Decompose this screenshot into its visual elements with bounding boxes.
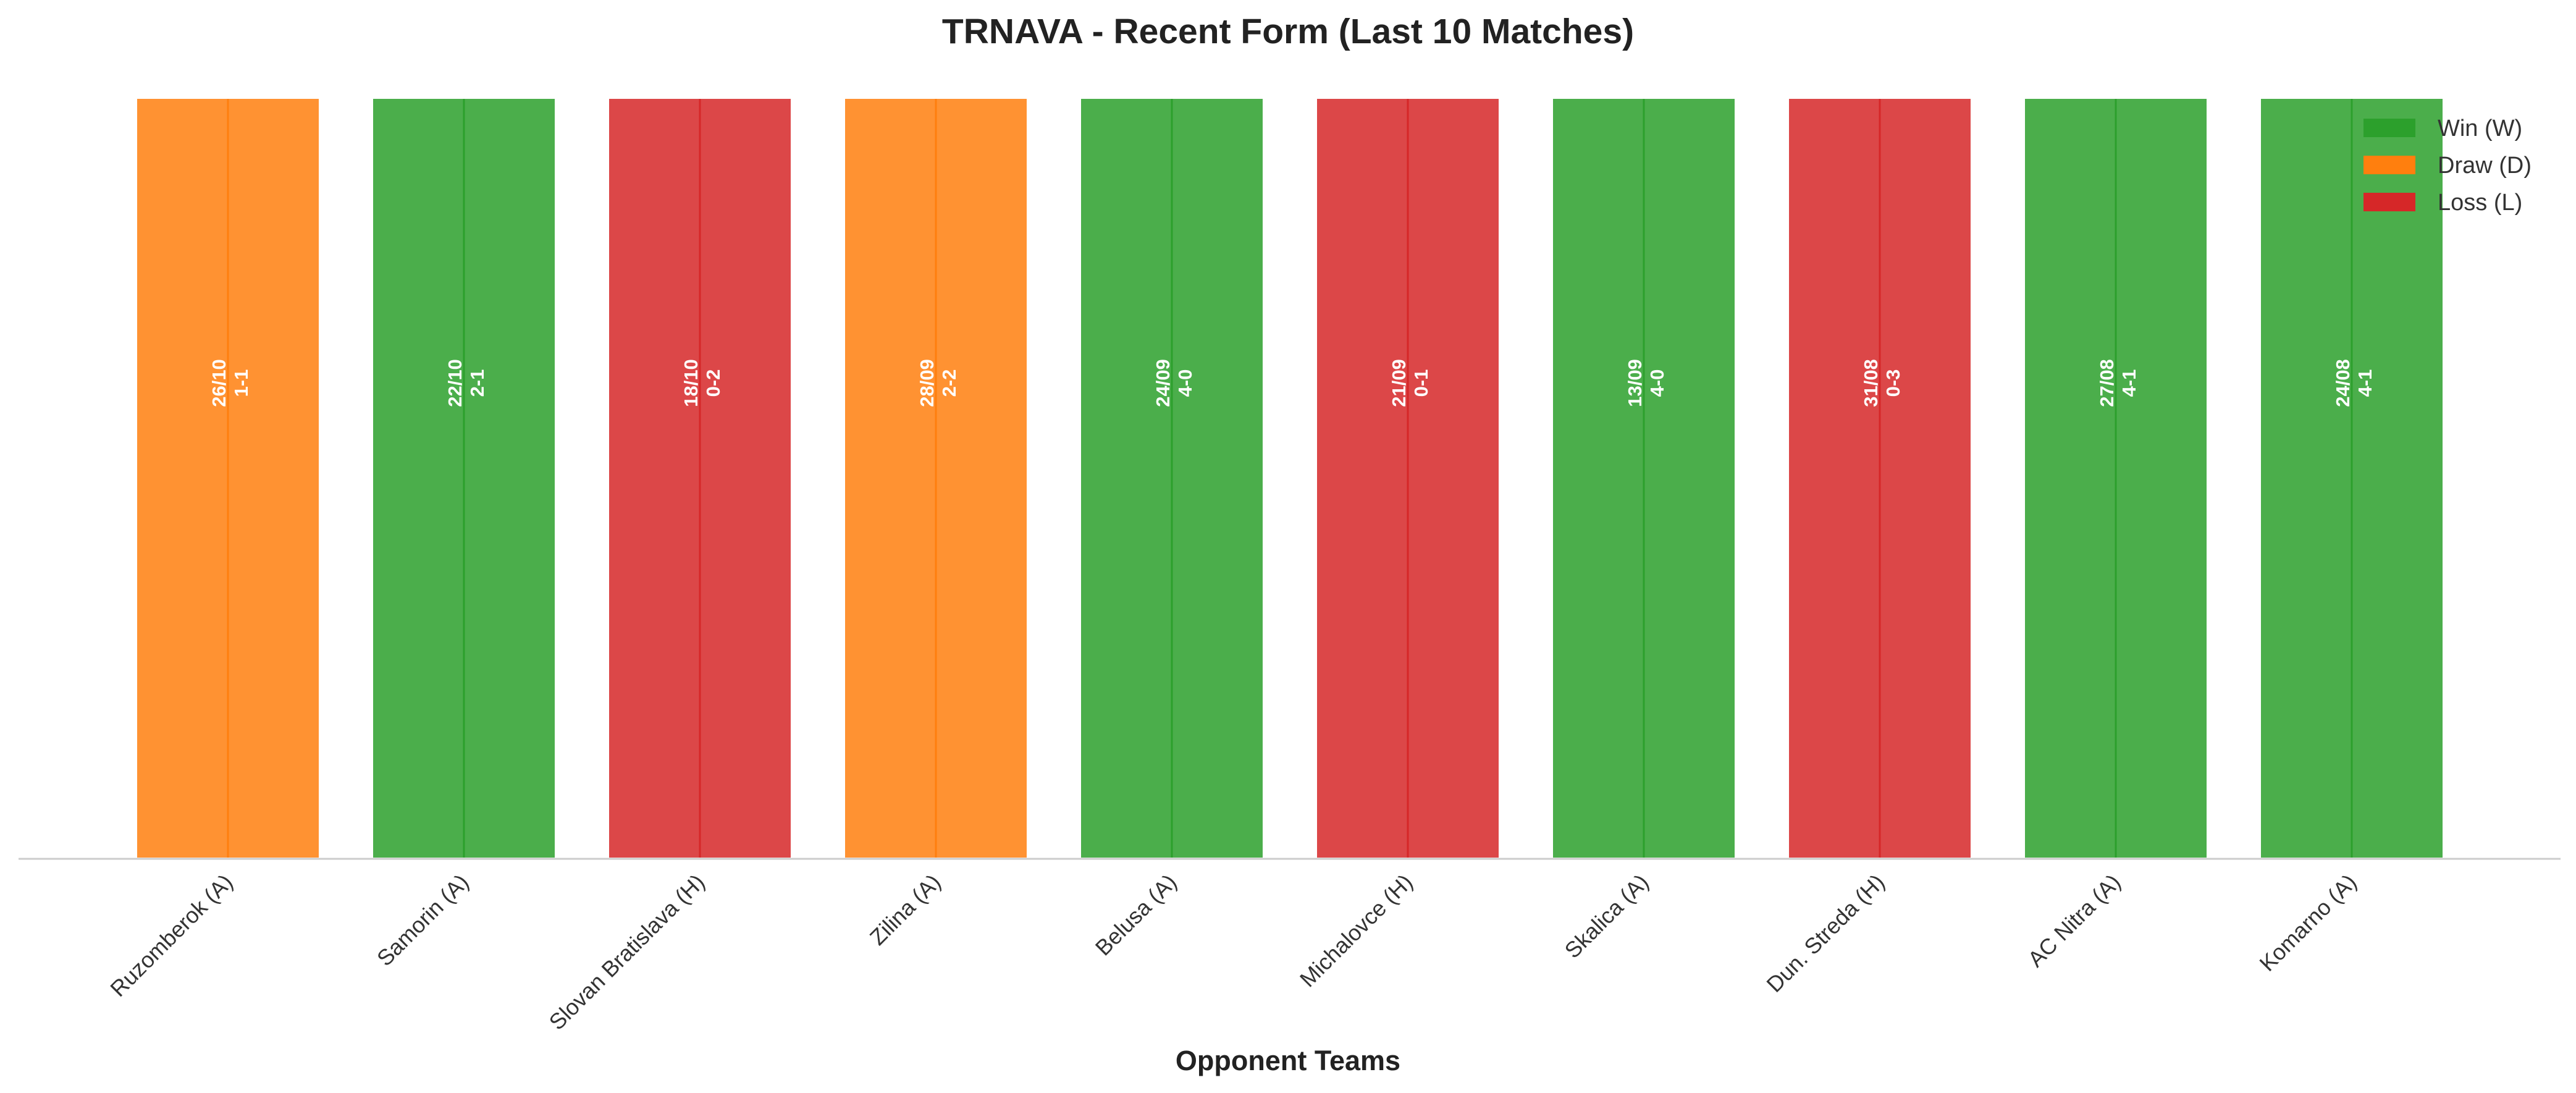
x-tick-label: Slovan Bratislava (H) <box>544 869 710 1035</box>
bar-date: 24/09 <box>1152 359 1174 407</box>
bar-label: 26/101-1 <box>208 359 252 407</box>
x-tick-label: Skalica (A) <box>1560 869 1654 963</box>
x-axis-label: Opponent Teams <box>1176 1045 1400 1076</box>
x-tick-label: Ruzomberok (A) <box>105 869 237 1002</box>
bar-date: 24/08 <box>2332 359 2354 407</box>
bar-date: 26/10 <box>208 359 230 407</box>
bar-date: 31/08 <box>1860 359 1882 407</box>
x-tick-labels: Ruzomberok (A) Samorin (A) Slovan Bratisla… <box>105 869 2361 1035</box>
x-tick-label: Zilina (A) <box>865 869 946 950</box>
bar-score: 4-0 <box>1174 369 1196 397</box>
legend-label: Loss (L) <box>2438 190 2522 216</box>
bar-score: 4-0 <box>1646 369 1668 397</box>
x-tick-label: Belusa (A) <box>1090 869 1182 961</box>
x-tick-label: Dun. Streda (H) <box>1761 869 1889 997</box>
bar-date: 13/09 <box>1624 359 1646 407</box>
bar-label: 27/084-1 <box>2096 359 2140 407</box>
bar-label: 24/084-1 <box>2332 359 2376 407</box>
bar-date: 28/09 <box>916 359 938 407</box>
bar-date: 27/08 <box>2096 359 2118 407</box>
bars-layer: 26/101-1 22/102-1 18/100-2 28/092-2 24/094-0… <box>135 96 2445 860</box>
chart-title: TRNAVA - Recent Form (Last 10 Matches) <box>942 12 1634 51</box>
legend-swatch <box>2363 156 2415 174</box>
bar-label: 21/090-1 <box>1388 359 1432 407</box>
bar-label: 28/092-2 <box>916 359 960 407</box>
bar-label: 18/100-2 <box>680 359 724 407</box>
bar-score: 2-1 <box>466 369 488 397</box>
bar-score: 0-1 <box>1410 369 1432 397</box>
legend: Win (W) Draw (D) Loss (L) <box>2363 116 2532 216</box>
bar-score: 0-2 <box>702 369 724 397</box>
x-tick-label: Komarno (A) <box>2254 869 2361 976</box>
bar-date: 18/10 <box>680 359 702 407</box>
x-tick-label: AC Nitra (A) <box>2022 869 2125 972</box>
legend-label: Win (W) <box>2438 116 2522 141</box>
bar-date: 21/09 <box>1388 359 1410 407</box>
bar-score: 4-1 <box>2354 369 2376 397</box>
bar-score: 0-3 <box>1882 369 1904 397</box>
bar-label: 22/102-1 <box>444 359 488 407</box>
bar-score: 2-2 <box>938 369 960 397</box>
bar-score: 1-1 <box>230 369 252 397</box>
legend-label: Draw (D) <box>2438 153 2532 179</box>
legend-swatch <box>2363 193 2415 211</box>
bar-date: 22/10 <box>444 359 466 407</box>
bar-label: 31/080-3 <box>1860 359 1904 407</box>
legend-swatch <box>2363 119 2415 137</box>
bar-label: 24/094-0 <box>1152 359 1196 407</box>
x-tick-label: Michalovce (H) <box>1295 869 1418 992</box>
x-tick-label: Samorin (A) <box>372 869 474 971</box>
bar-label: 13/094-0 <box>1624 359 1668 407</box>
bar-score: 4-1 <box>2118 369 2140 397</box>
